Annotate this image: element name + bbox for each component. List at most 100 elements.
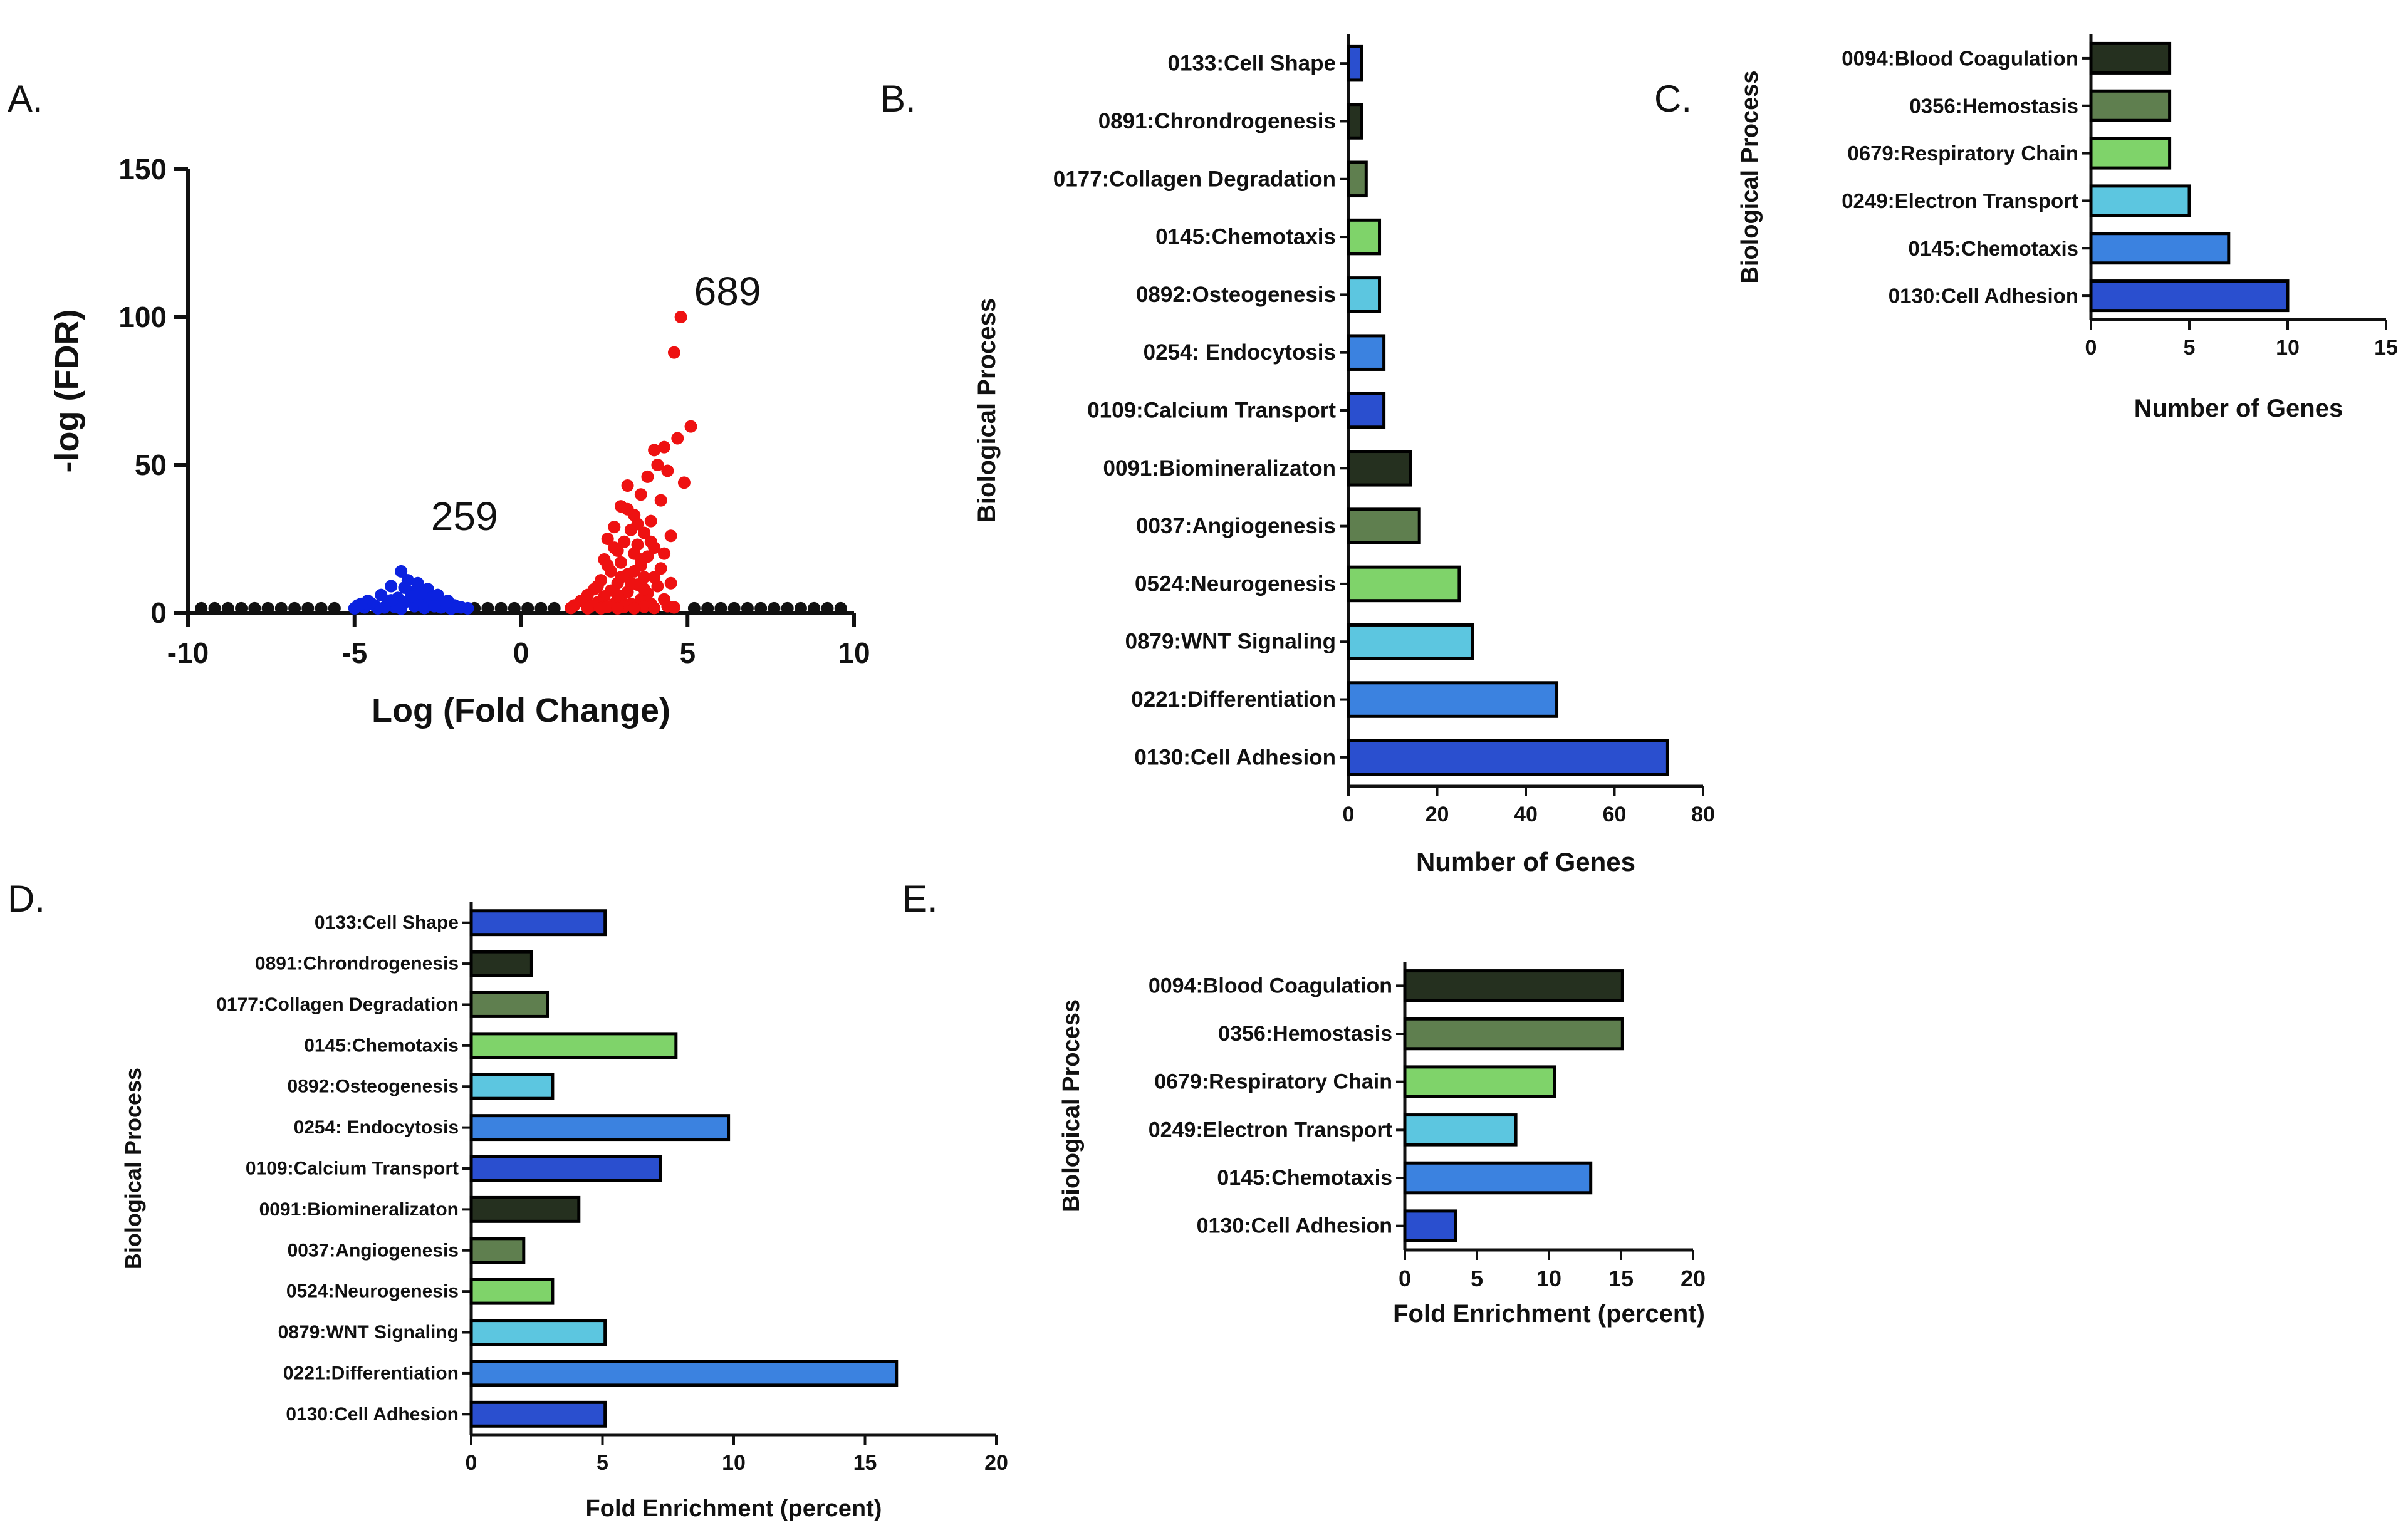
bar-0891-chrondrogenesis	[469, 950, 533, 977]
category-label: 0145:Chemotaxis	[1909, 237, 2078, 260]
data-point	[641, 470, 654, 483]
bar-0892-osteogenesis	[469, 1073, 555, 1100]
bar-0356-hemostasis	[1403, 1017, 1624, 1051]
category-label: 0249:Electron Transport	[1842, 189, 2078, 212]
bar-0679-respiratory-chain	[2089, 137, 2172, 170]
bar-0356-hemostasis	[2089, 89, 2172, 122]
x-tick-label: 10	[1536, 1266, 1561, 1291]
bar-0145-chemotaxis	[469, 1032, 678, 1059]
y-axis-title: Biological Process	[1737, 70, 1763, 283]
data-point	[208, 601, 221, 615]
data-point	[481, 601, 494, 615]
data-point	[508, 601, 521, 615]
bar-0249-electron-transport	[1403, 1113, 1518, 1147]
category-label: 0133:Cell Shape	[1168, 51, 1336, 76]
data-point	[328, 601, 341, 615]
count-annotation: 689	[694, 269, 761, 314]
data-point	[385, 594, 398, 607]
data-point	[674, 311, 687, 323]
data-point	[638, 583, 651, 596]
data-point	[808, 601, 821, 615]
data-point	[648, 601, 661, 615]
data-point	[781, 601, 794, 615]
data-point	[221, 601, 234, 615]
data-point	[611, 588, 624, 601]
panel-b-gene-count-bar-chart: B. 0133:Cell Shape 0891:Chrondrogenesis 017…	[880, 34, 1715, 877]
data-point	[405, 590, 418, 603]
x-tick-label: 20	[984, 1451, 1008, 1475]
data-point	[768, 601, 781, 615]
data-point	[601, 533, 614, 545]
data-point	[677, 476, 691, 489]
category-label: 0091:Biomineralizaton	[1103, 456, 1337, 481]
category-label: 0091:Biomineralizaton	[259, 1199, 459, 1220]
data-point	[654, 562, 667, 575]
category-label: 0130:Cell Adhesion	[286, 1404, 459, 1425]
y-tick-label: 150	[118, 153, 167, 185]
data-point	[664, 576, 677, 590]
series-downregulated	[348, 565, 474, 615]
data-point	[701, 601, 714, 615]
data-point	[754, 601, 768, 615]
panel-label-d: D.	[8, 878, 45, 920]
x-tick-label: 15	[853, 1451, 877, 1475]
bar-0879-wnt-signaling	[469, 1319, 607, 1346]
data-point	[274, 601, 288, 615]
data-point	[461, 601, 474, 615]
data-point	[634, 488, 647, 501]
data-point	[608, 521, 621, 534]
x-tick-label: 60	[1603, 803, 1627, 826]
data-point	[651, 459, 664, 471]
category-label: 0145:Chemotaxis	[1217, 1166, 1392, 1190]
data-point	[395, 602, 408, 615]
panel-label-b: B.	[880, 78, 916, 120]
category-label: 0879:WNT Signaling	[1125, 630, 1336, 654]
category-label: 0679:Respiratory Chain	[1154, 1070, 1392, 1094]
data-point	[628, 601, 641, 615]
count-annotation: 259	[431, 494, 498, 539]
data-point	[438, 597, 451, 610]
data-point	[375, 588, 388, 601]
series-not-significant	[195, 601, 847, 615]
bar-0177-collagen-degradation	[1347, 160, 1368, 198]
category-label: 0130:Cell Adhesion	[1134, 745, 1336, 769]
data-point	[411, 576, 424, 590]
x-tick-label: 10	[722, 1451, 746, 1475]
data-point	[664, 529, 677, 543]
data-point	[667, 346, 680, 359]
data-point	[648, 444, 661, 457]
category-label: 0891:Chrondrogenesis	[1098, 109, 1336, 133]
category-label: 0892:Osteogenesis	[1136, 283, 1336, 307]
panel-d-fold-enrichment-bar-chart: D. 0133:Cell Shape 0891:Chrondrogenesis 017…	[8, 878, 1008, 1522]
series-upregulated	[565, 311, 697, 615]
category-label: 0524:Neurogenesis	[1135, 571, 1336, 596]
bar-0524-neurogenesis	[469, 1278, 555, 1305]
panel-label-a: A.	[8, 78, 43, 120]
data-point	[727, 601, 741, 615]
bar-0133-cell-shape	[469, 909, 607, 937]
data-point	[794, 601, 807, 615]
x-tick-label: 15	[1608, 1266, 1634, 1291]
data-point	[235, 601, 248, 615]
category-label: 0109:Calcium Transport	[1087, 398, 1336, 423]
data-point	[671, 432, 684, 445]
x-tick-label: 5	[2184, 336, 2196, 360]
category-label: 0356:Hemostasis	[1218, 1022, 1392, 1046]
bar-0037-angiogenesis	[1347, 507, 1421, 544]
y-tick-label: 100	[118, 301, 167, 333]
category-label: 0891:Chrondrogenesis	[255, 954, 459, 974]
data-point	[385, 580, 398, 593]
category-label: 0109:Calcium Transport	[246, 1158, 459, 1179]
y-axis-title: Biological Process	[1058, 999, 1085, 1212]
data-point	[451, 600, 464, 613]
category-label: 0177:Collagen Degradation	[216, 994, 459, 1015]
bar-0145-chemotaxis	[1347, 218, 1382, 256]
x-tick-label: 0	[1399, 1266, 1411, 1291]
x-axis-title: Log (Fold Change)	[372, 692, 670, 729]
category-label: 0249:Electron Transport	[1149, 1118, 1392, 1142]
data-point	[658, 547, 671, 560]
category-label: 0094:Blood Coagulation	[1149, 974, 1392, 997]
x-tick-label: -5	[341, 637, 367, 669]
y-tick-label: 0	[150, 596, 167, 629]
x-axis-title: Number of Genes	[2134, 395, 2343, 422]
